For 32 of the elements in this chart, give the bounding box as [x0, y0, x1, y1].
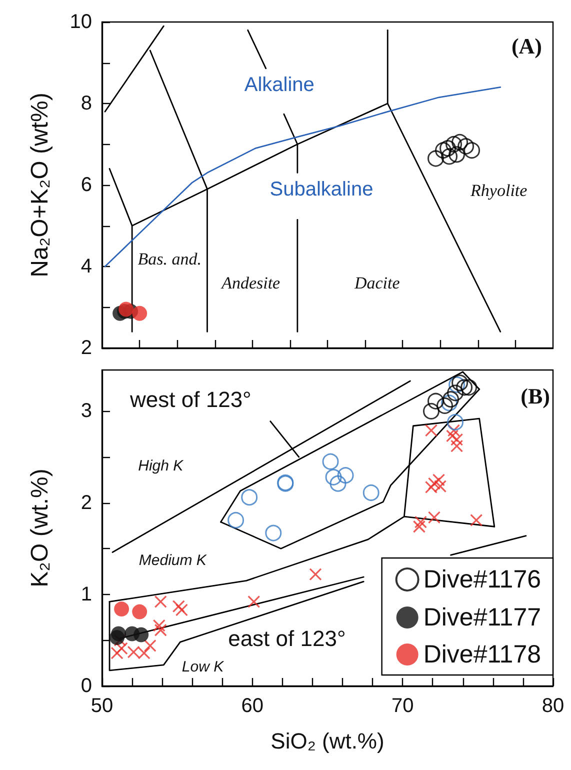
annotation: Subalkaline: [270, 178, 374, 200]
y-axis-title: K₂O (wt.%): [26, 468, 54, 588]
y-axis-title: Na₂O+K₂O (wt%): [26, 92, 54, 278]
y-tick-label: 10: [70, 11, 92, 33]
text: (B): [520, 384, 550, 408]
y-tick-label: 2: [80, 337, 92, 359]
annotation: Rhyolite: [470, 181, 528, 200]
annotation: east of 123°: [228, 626, 346, 651]
annotation: Bas. and.: [138, 250, 202, 269]
legend-label: Dive#1178: [423, 640, 542, 668]
legend-label: Dive#1177: [423, 604, 542, 632]
annotation: Dacite: [353, 273, 400, 292]
x-tick-label: 60: [241, 695, 264, 717]
text: (A): [511, 34, 542, 58]
x-tick-label: 80: [542, 695, 564, 717]
y-tick-label: 4: [80, 256, 92, 278]
x-tick-label: 70: [392, 695, 414, 717]
legend-label: Dive#1176: [423, 566, 542, 594]
y-tick-label: 0: [80, 675, 92, 697]
y-tick-label: 2: [80, 492, 92, 514]
annotation: High K: [138, 458, 184, 475]
y-tick-label: 3: [80, 400, 92, 422]
y-tick-label: 1: [80, 583, 92, 606]
annotation: west of 123°: [129, 386, 252, 412]
y-tick-label: 8: [80, 92, 92, 114]
y-tick-label: 6: [80, 174, 92, 196]
annotation: Andesite: [220, 273, 281, 292]
annotation: Alkaline: [244, 74, 314, 96]
x-axis-title: SiO₂ (wt.%): [270, 728, 384, 754]
annotation: Medium K: [138, 552, 208, 570]
annotation: Low K: [182, 658, 225, 676]
x-tick-label: 50: [90, 695, 114, 717]
